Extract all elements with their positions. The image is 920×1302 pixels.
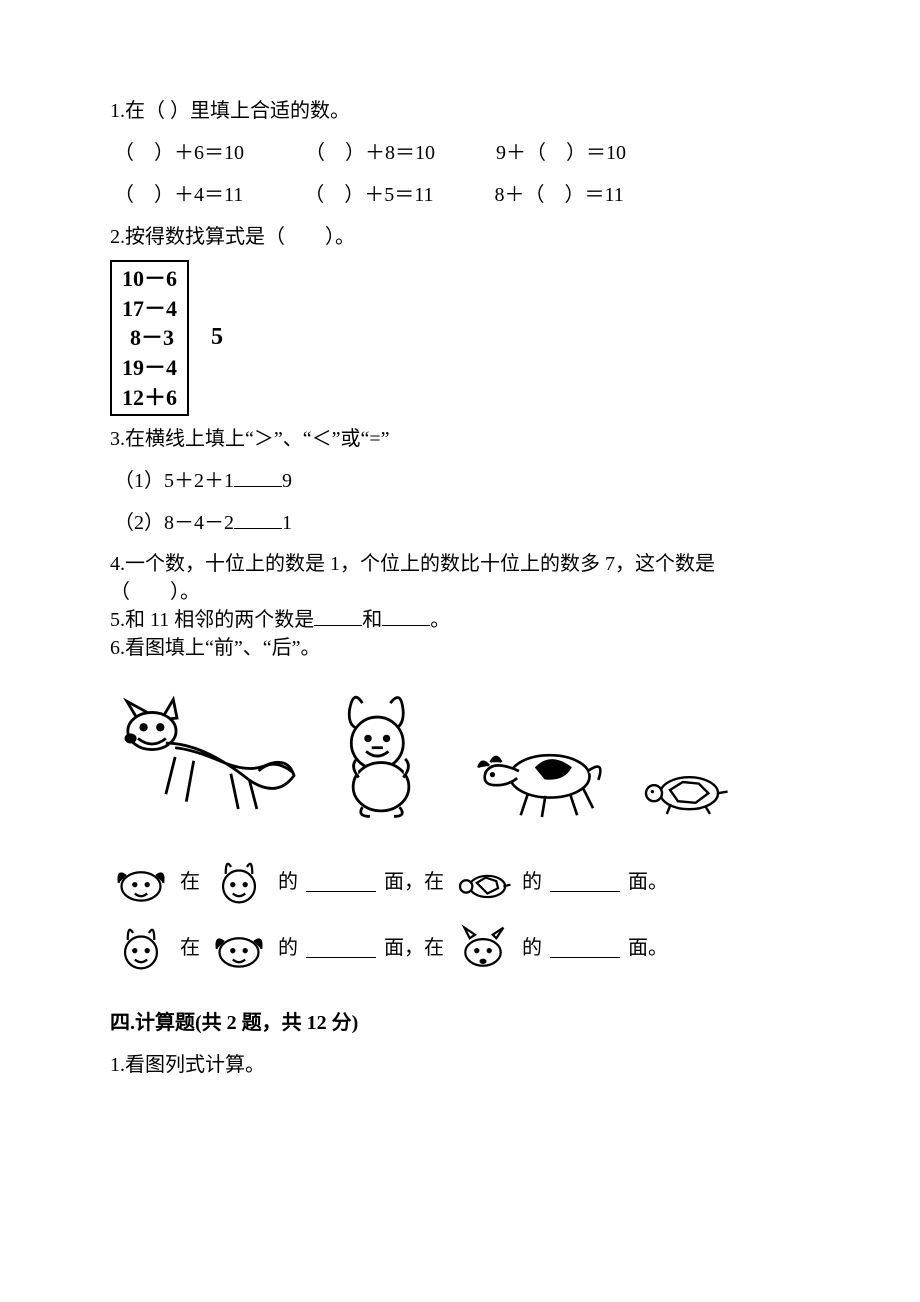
q2-target: 5: [211, 315, 223, 361]
text-zai: 在: [180, 863, 200, 901]
q6-prompt: 6.看图填上“前”、“后”。: [110, 634, 810, 662]
text-mian-comma: 面，在: [384, 929, 444, 967]
text-zai: 在: [180, 929, 200, 967]
q4-line2: （ ）。: [110, 578, 810, 606]
blank[interactable]: [234, 510, 282, 529]
q1-r1-b: （ ）＋8＝10: [305, 134, 435, 172]
q6-animals: [110, 692, 810, 822]
q2-figure: 10－6 17－4 8－3 19－4 12＋6 5: [110, 260, 810, 416]
text-de: 的: [278, 929, 298, 967]
q4-line1: 4.一个数，十位上的数是 1，个位上的数比十位上的数多 7，这个数是: [110, 550, 810, 578]
text-mian-period: 面。: [628, 863, 668, 901]
blank[interactable]: [550, 939, 620, 958]
page: 1.在（ ）里填上合适的数。 （ ）＋6＝10 （ ）＋8＝10 9＋（ ）＝1…: [0, 0, 920, 1302]
rabbit-icon: [316, 692, 446, 822]
blank[interactable]: [550, 873, 620, 892]
text-de: 的: [278, 863, 298, 901]
q2-box-4: 19－4: [122, 353, 177, 383]
blank[interactable]: [306, 873, 376, 892]
q1-r2-a: （ ）＋4＝11: [114, 176, 243, 214]
q6-fill-2: 在 的 面，在 的 面。: [110, 924, 810, 972]
q1-r2-c: 8＋（ ）＝11: [495, 176, 624, 214]
q3-line2: （2）8－4－2 1: [114, 504, 810, 542]
q4: 4.一个数，十位上的数是 1，个位上的数比十位上的数多 7，这个数是 （ ）。: [110, 550, 810, 606]
section4-title: 四.计算题(共 2 题，共 12 分): [110, 1004, 810, 1042]
text-de: 的: [522, 863, 542, 901]
q3-l1-pre: （1）5＋2＋1: [114, 470, 234, 492]
blank[interactable]: [306, 939, 376, 958]
turtle-icon: [636, 758, 736, 822]
text-mian-comma: 面，在: [384, 863, 444, 901]
q1-row2: （ ）＋4＝11 （ ）＋5＝11 8＋（ ）＝11: [114, 176, 810, 214]
fox-head-icon: [452, 924, 514, 972]
q1-r1-c: 9＋（ ）＝10: [496, 134, 626, 172]
blank[interactable]: [234, 468, 282, 487]
dog-head-icon: [110, 858, 172, 906]
turtle-small-icon: [452, 858, 514, 906]
q1-prompt: 1.在（ ）里填上合适的数。: [110, 92, 810, 130]
q5-pre: 5.和 11 相邻的两个数是: [110, 609, 314, 631]
q5-mid: 和: [362, 609, 382, 631]
fox-icon: [110, 692, 296, 822]
text-mian-period: 面。: [628, 929, 668, 967]
blank[interactable]: [382, 607, 430, 626]
text-de: 的: [522, 929, 542, 967]
q3-l1-post: 9: [282, 470, 292, 492]
q2-box-3: 8－3: [122, 323, 177, 353]
q3-l2-post: 1: [282, 512, 292, 534]
q5: 5.和 11 相邻的两个数是 和 。: [110, 606, 810, 634]
rabbit-head-icon: [208, 858, 270, 906]
q2-box-1: 10－6: [122, 264, 177, 294]
q5-post: 。: [430, 609, 450, 631]
rabbit-head-icon: [110, 924, 172, 972]
section4-q1: 1.看图列式计算。: [110, 1046, 810, 1084]
q2-prompt: 2.按得数找算式是（ ）。: [110, 218, 810, 256]
q2-box-2: 17－4: [122, 294, 177, 324]
q2-box-5: 12＋6: [122, 383, 177, 413]
blank[interactable]: [314, 607, 362, 626]
q1-r1-a: （ ）＋6＝10: [114, 134, 244, 172]
q6-fill-1: 在 的 面，在 的 面。: [110, 858, 810, 906]
dog-icon: [466, 722, 616, 822]
q1-r2-b: （ ）＋5＝11: [304, 176, 433, 214]
q3-l2-pre: （2）8－4－2: [114, 512, 234, 534]
q2-box: 10－6 17－4 8－3 19－4 12＋6: [110, 260, 189, 416]
q3-prompt: 3.在横线上填上“＞”、“＜”或“=”: [110, 420, 810, 458]
q1-row1: （ ）＋6＝10 （ ）＋8＝10 9＋（ ）＝10: [114, 134, 810, 172]
dog-head-icon: [208, 924, 270, 972]
q3-line1: （1）5＋2＋1 9: [114, 462, 810, 500]
